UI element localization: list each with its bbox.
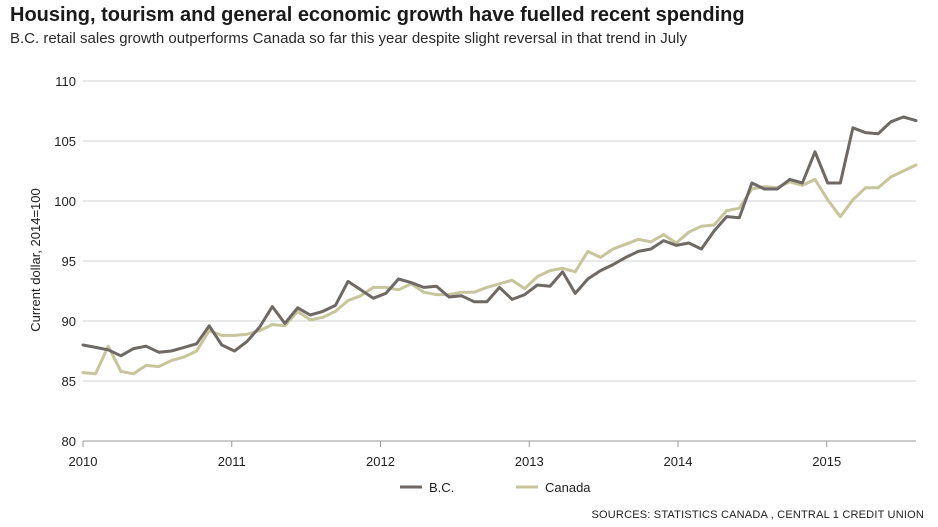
series-line-canada bbox=[81, 163, 918, 376]
y-axis-label: Current dollar, 2014=100 bbox=[28, 188, 43, 331]
y-tick-label: 90 bbox=[62, 314, 76, 329]
source-note: SOURCES: STATISTICS CANADA , CENTRAL 1 C… bbox=[591, 509, 924, 521]
x-tick-label: 2010 bbox=[69, 454, 98, 469]
gridlines bbox=[83, 80, 916, 442]
y-tick-label: 110 bbox=[55, 74, 76, 89]
y-tick-label: 100 bbox=[54, 194, 76, 209]
y-tick-label: 95 bbox=[62, 254, 76, 269]
y-tick-label: 105 bbox=[54, 134, 76, 149]
series-line-bc bbox=[81, 115, 918, 358]
x-tick-label: 2012 bbox=[366, 454, 395, 469]
y-tick-label: 80 bbox=[62, 434, 76, 449]
chart-subtitle: B.C. retail sales growth outperforms Can… bbox=[10, 30, 687, 47]
x-tick-label: 2015 bbox=[812, 454, 841, 469]
legend-label: B.C. bbox=[429, 480, 454, 495]
chart-title: Housing, tourism and general economic gr… bbox=[10, 4, 745, 26]
x-tick-label: 2011 bbox=[218, 454, 246, 469]
x-tick-label: 2013 bbox=[515, 454, 544, 469]
y-axis-ticks: 80 85 90 95 100 105 110 bbox=[54, 74, 76, 449]
series-lines bbox=[81, 115, 918, 376]
x-tick-label: 2014 bbox=[664, 454, 693, 469]
x-axis-ticks: 2010 2011 2012 2013 2014 2015 bbox=[69, 441, 841, 469]
legend-label: Canada bbox=[545, 480, 591, 495]
y-tick-label: 85 bbox=[62, 374, 76, 389]
legend: B.C. Canada bbox=[400, 480, 591, 495]
